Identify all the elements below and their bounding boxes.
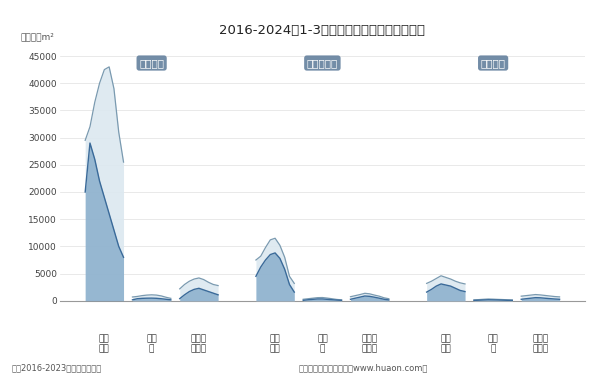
Title: 2016-2024年1-3月湖南省房地产施工面积情况: 2016-2024年1-3月湖南省房地产施工面积情况 xyxy=(219,24,426,37)
Text: 商业营
业用房: 商业营 业用房 xyxy=(362,334,378,353)
Text: 竣工面积: 竣工面积 xyxy=(481,58,506,68)
Text: 制图：华经产业研究院（www.huaon.com）: 制图：华经产业研究院（www.huaon.com） xyxy=(298,363,428,372)
Text: 商业营
业用房: 商业营 业用房 xyxy=(533,334,549,353)
Text: 办公
楼: 办公 楼 xyxy=(317,334,328,353)
Text: 商品
住宅: 商品 住宅 xyxy=(441,334,451,353)
Text: 办公
楼: 办公 楼 xyxy=(488,334,498,353)
Text: 商品
住宅: 商品 住宅 xyxy=(270,334,281,353)
Text: 商业营
业用房: 商业营 业用房 xyxy=(191,334,207,353)
Text: 商品
住宅: 商品 住宅 xyxy=(99,334,110,353)
Text: 单位：万m²: 单位：万m² xyxy=(21,32,55,41)
Text: 办公
楼: 办公 楼 xyxy=(146,334,157,353)
Text: 新开工面积: 新开工面积 xyxy=(307,58,338,68)
Text: 注：2016-2023年为全年度数据: 注：2016-2023年为全年度数据 xyxy=(12,363,102,372)
Text: 施工面积: 施工面积 xyxy=(139,58,164,68)
